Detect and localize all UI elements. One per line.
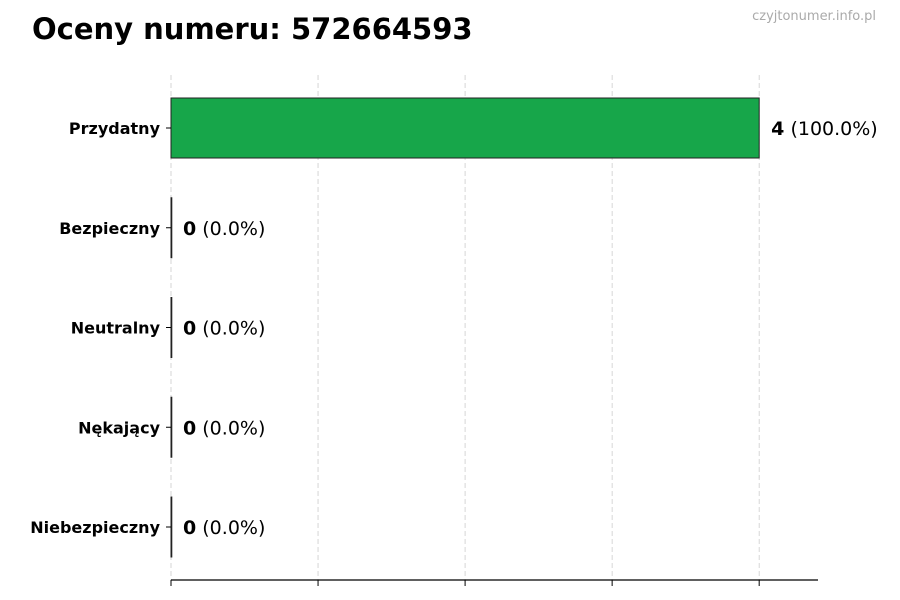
data-label-count: 4 [771, 118, 784, 140]
data-label: 0 (0.0%) [183, 218, 265, 240]
bar-przydatny [170, 97, 760, 159]
data-label-count: 0 [183, 318, 196, 340]
data-label-percent: (0.0%) [196, 417, 265, 439]
bar-bezpieczny [170, 197, 173, 259]
data-label-percent: (100.0%) [784, 118, 877, 140]
category-label: Bezpieczny [59, 219, 160, 238]
data-label-count: 0 [183, 218, 196, 240]
data-label-percent: (0.0%) [196, 218, 265, 240]
category-label: Niebezpieczny [30, 518, 160, 537]
data-label-percent: (0.0%) [196, 517, 265, 539]
chart-title: Oceny numeru: 572664593 [32, 12, 473, 46]
data-label-count: 0 [183, 517, 196, 539]
bar-nękający [170, 396, 173, 458]
data-label-percent: (0.0%) [196, 318, 265, 340]
data-label: 0 (0.0%) [183, 417, 265, 439]
category-label: Neutralny [71, 319, 161, 338]
bar-niebezpieczny [170, 496, 173, 558]
category-label: Nękający [78, 418, 160, 437]
data-label-count: 0 [183, 417, 196, 439]
data-label: 4 (100.0%) [771, 118, 878, 140]
watermark[interactable]: czyjtonumer.info.pl [752, 9, 876, 24]
data-label: 0 (0.0%) [183, 318, 265, 340]
data-label: 0 (0.0%) [183, 517, 265, 539]
bar-neutralny [170, 297, 173, 358]
category-label: Przydatny [69, 119, 161, 138]
